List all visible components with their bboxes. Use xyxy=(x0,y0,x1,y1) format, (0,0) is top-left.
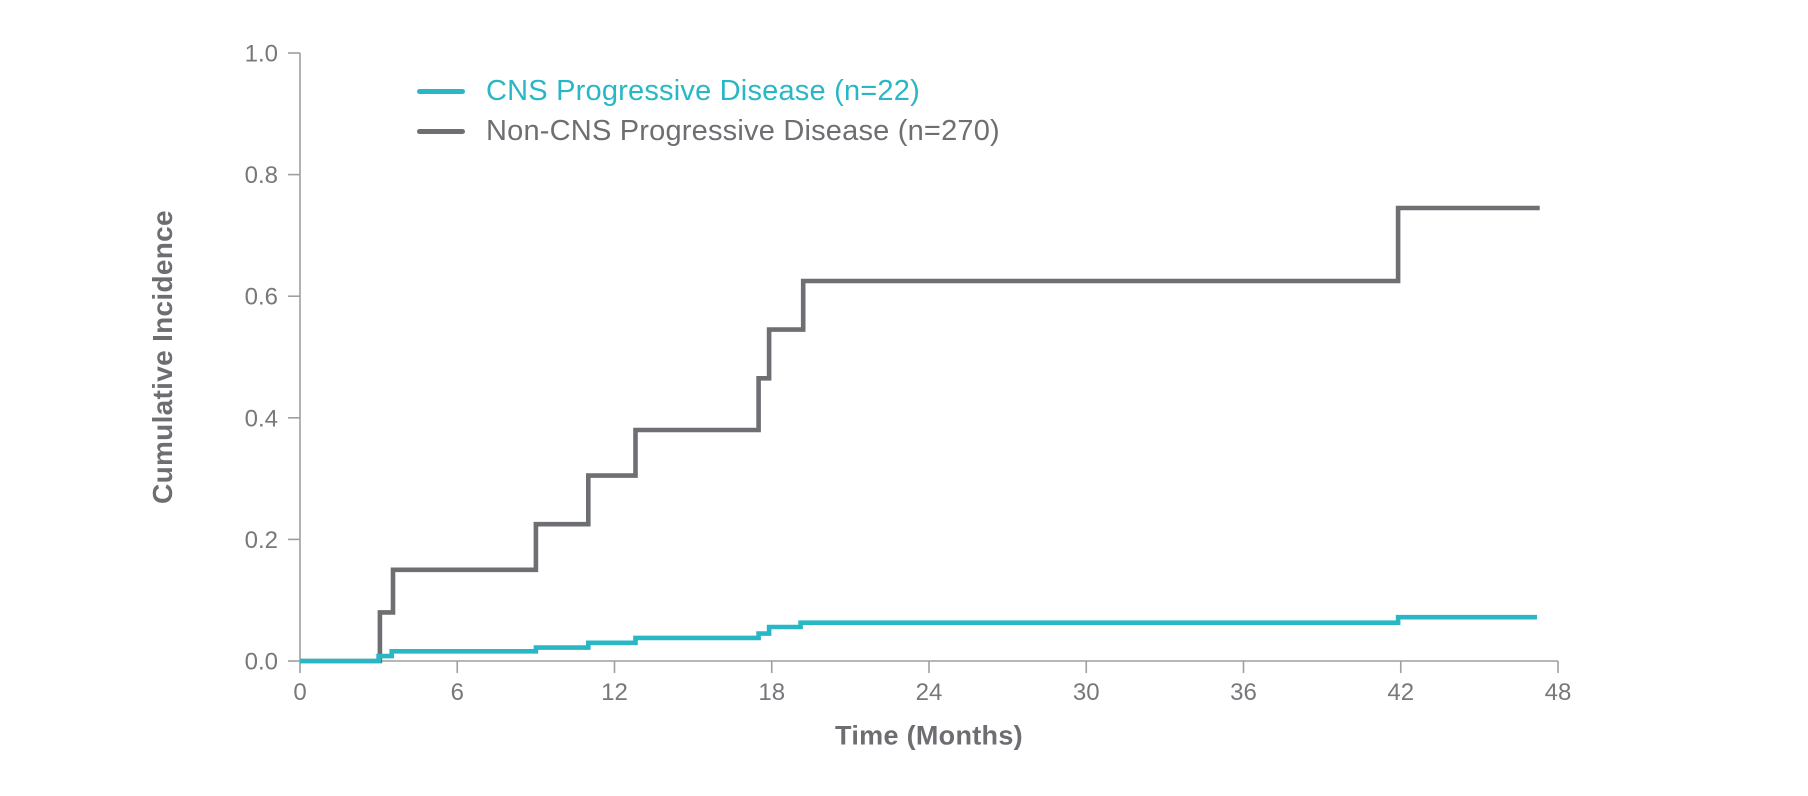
legend-label: CNS Progressive Disease (n=22) xyxy=(486,74,920,107)
legend-line-swatch xyxy=(417,128,465,134)
legend-item-cns: CNS Progressive Disease (n=22) xyxy=(417,71,1000,111)
legend-label: Non-CNS Progressive Disease (n=270) xyxy=(486,114,1000,147)
y-tick-label: 0.8 xyxy=(245,162,278,189)
x-axis-title: Time (Months) xyxy=(835,720,1023,751)
y-tick-label: 0.0 xyxy=(245,649,278,676)
x-tick-label: 48 xyxy=(1545,679,1572,706)
x-tick-label: 12 xyxy=(601,679,628,706)
y-tick-label: 0.2 xyxy=(245,527,278,554)
legend: CNS Progressive Disease (n=22) Non-CNS Pr… xyxy=(417,71,1000,151)
x-tick-label: 6 xyxy=(451,679,464,706)
x-tick-label: 0 xyxy=(293,679,306,706)
legend-item-non-cns: Non-CNS Progressive Disease (n=270) xyxy=(417,111,1000,151)
series-line-non-cns xyxy=(300,205,1540,664)
x-tick-label: 24 xyxy=(916,679,943,706)
legend-line-swatch xyxy=(417,88,465,94)
y-tick-label: 1.0 xyxy=(245,41,278,68)
x-tick-label: 18 xyxy=(758,679,785,706)
series-line-cns xyxy=(300,614,1537,664)
x-tick-label: 36 xyxy=(1230,679,1257,706)
x-tick-label: 30 xyxy=(1073,679,1100,706)
x-tick-label: 42 xyxy=(1387,679,1414,706)
y-axis-title: Cumulative Incidence xyxy=(147,210,178,504)
y-tick-label: 0.4 xyxy=(245,405,278,432)
y-tick-label: 0.6 xyxy=(245,284,278,311)
